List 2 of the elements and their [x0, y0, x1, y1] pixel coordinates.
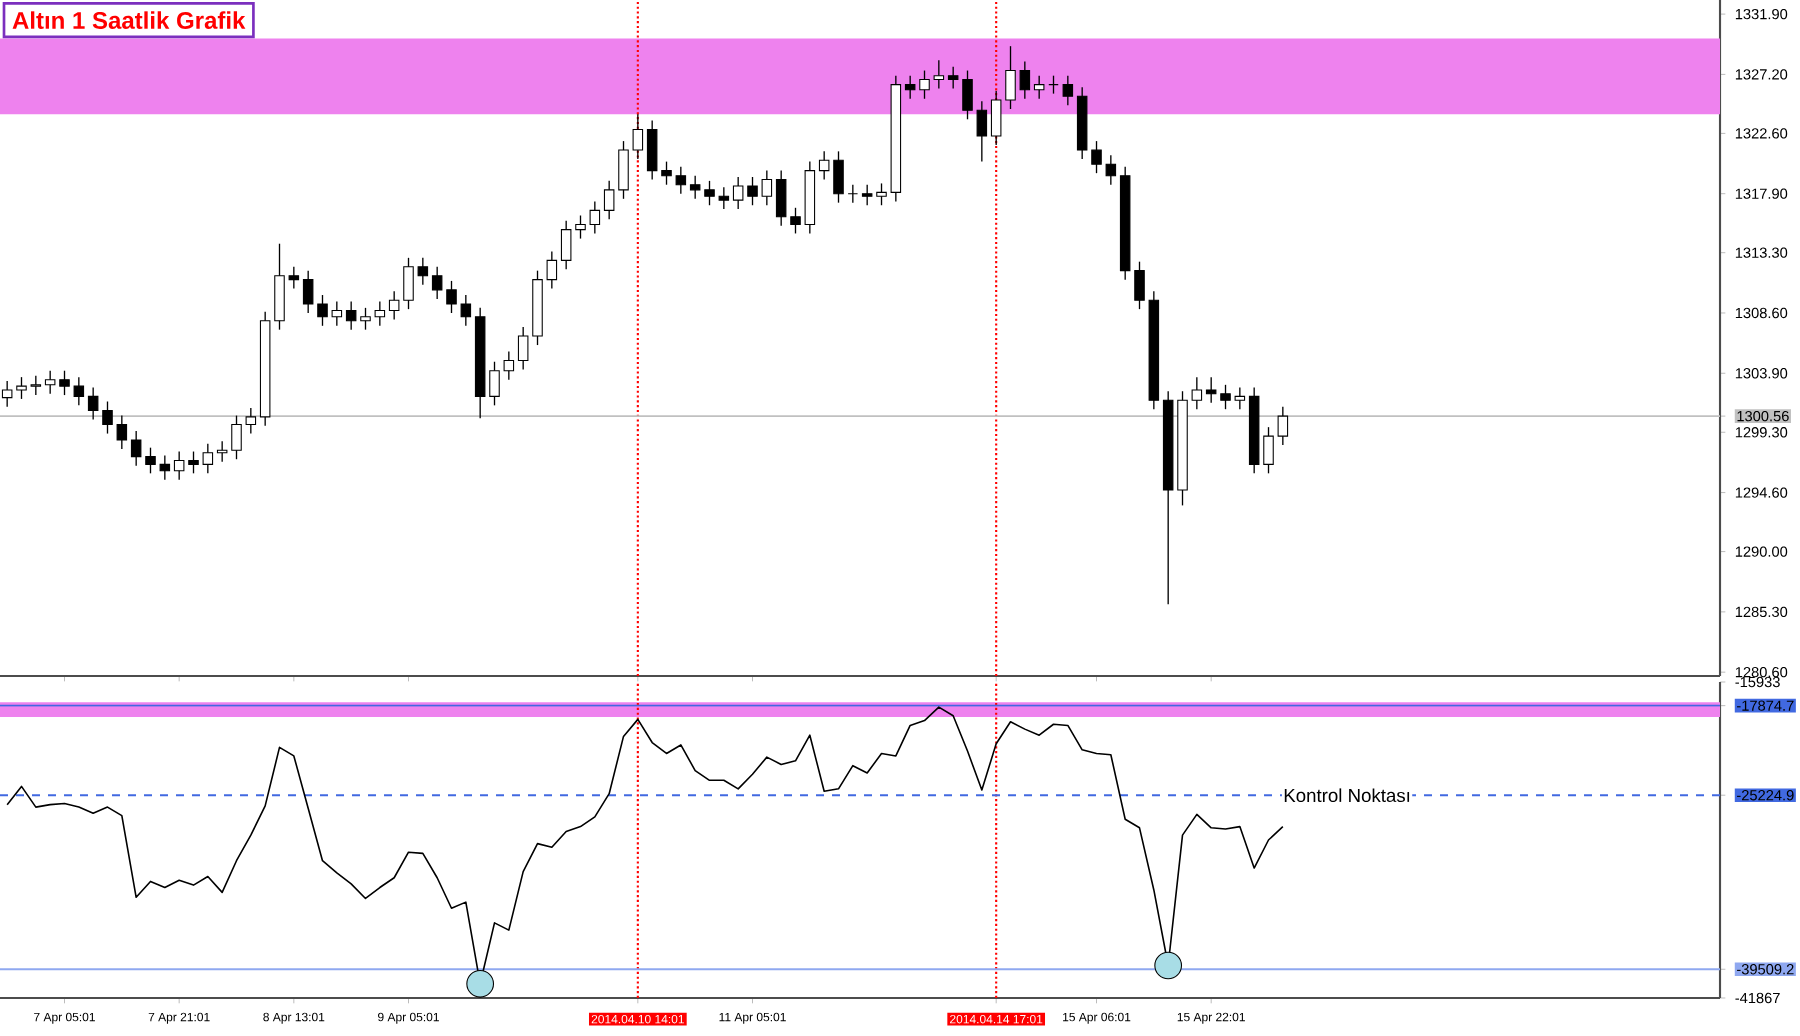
chart-title: Altın 1 Saatlik Grafik [12, 11, 246, 29]
ref-line-label: Kontrol Noktası [1284, 788, 1410, 803]
